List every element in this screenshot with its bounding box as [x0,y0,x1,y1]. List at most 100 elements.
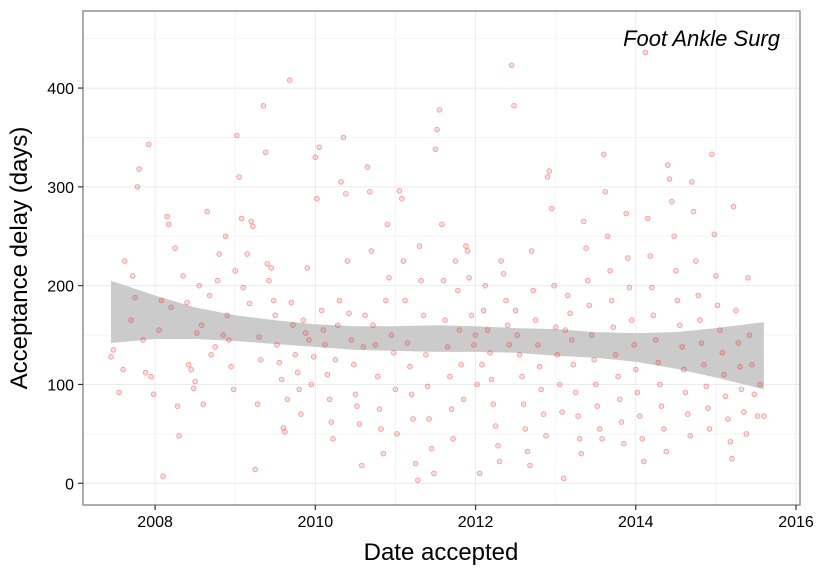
data-point [308,381,315,388]
data-point [743,431,750,437]
data-point [204,208,211,215]
data-point [318,307,325,314]
data-point [722,393,729,400]
data-point [254,401,261,408]
data-point [156,327,162,333]
data-point [314,195,320,202]
y-tick-label: 0 [65,476,74,493]
data-point [320,327,327,333]
data-point [676,322,683,329]
data-point [554,351,561,358]
data-point [543,432,549,439]
data-point [354,403,360,410]
data-point [432,146,439,153]
data-point [140,337,146,343]
data-point [640,458,647,465]
data-point [424,383,431,390]
data-point [719,349,726,356]
scatter-points [108,49,767,484]
data-point [634,389,641,396]
data-point [436,107,443,113]
data-point [418,277,424,284]
data-point [572,389,579,396]
data-point [165,221,172,228]
data-point [658,403,665,410]
data-point [232,267,239,274]
data-point [684,411,691,417]
data-point [330,435,336,442]
data-point [706,426,713,432]
data-point [256,334,263,340]
data-point [536,363,543,370]
x-tick-label: 2008 [137,514,173,531]
data-point [602,189,609,195]
data-point [230,386,237,393]
data-point [198,322,205,329]
data-point [618,419,625,425]
data-point [749,361,755,368]
data-point [196,282,203,289]
data-point [484,327,491,333]
data-point [292,351,299,358]
data-point [342,191,349,197]
data-point [615,373,621,380]
data-point [222,233,229,240]
data-point [632,366,639,373]
data-point [185,361,192,368]
data-point [172,245,178,251]
data-point [600,151,607,158]
data-point [479,361,485,368]
data-point [586,302,593,309]
data-point [439,221,445,228]
data-point [164,213,170,220]
data-point [474,381,480,388]
y-tick-label: 400 [47,81,74,98]
data-point [612,351,619,358]
data-point [332,356,339,363]
data-point [568,337,575,343]
data-point [174,403,181,410]
data-point [396,188,403,194]
data-point [608,297,615,304]
data-point [274,342,280,348]
data-point [408,391,415,398]
data-point [226,337,232,343]
data-point [616,396,623,403]
data-point [344,258,351,264]
data-point [490,401,497,408]
x-tick-label: 2014 [618,514,654,531]
data-point [220,332,227,338]
data-point [639,435,645,442]
data-point [504,322,511,329]
data-point [160,473,166,480]
data-point [407,363,413,370]
data-point [108,353,114,360]
data-point [334,322,341,329]
data-point [358,462,365,469]
data-point [610,324,617,331]
data-point [472,332,479,338]
data-point [362,312,368,319]
data-point [234,132,240,139]
gridlines [83,11,800,505]
data-point [717,327,723,333]
data-point [650,312,657,319]
data-point [690,208,697,215]
data-point [240,284,247,291]
data-point [522,426,528,432]
data-point [620,440,627,447]
data-point [567,310,573,317]
data-point [382,297,389,304]
data-point [535,342,541,348]
data-point [176,432,182,439]
data-point [184,299,190,306]
x-tick-label: 2016 [778,514,814,531]
data-point [530,287,536,294]
y-axis: 0 100 200 300 400 [47,81,83,493]
data-point [150,391,157,398]
data-point [282,429,288,435]
data-point [452,258,459,264]
data-point [423,351,429,358]
data-point [714,302,721,309]
data-point [266,277,272,284]
